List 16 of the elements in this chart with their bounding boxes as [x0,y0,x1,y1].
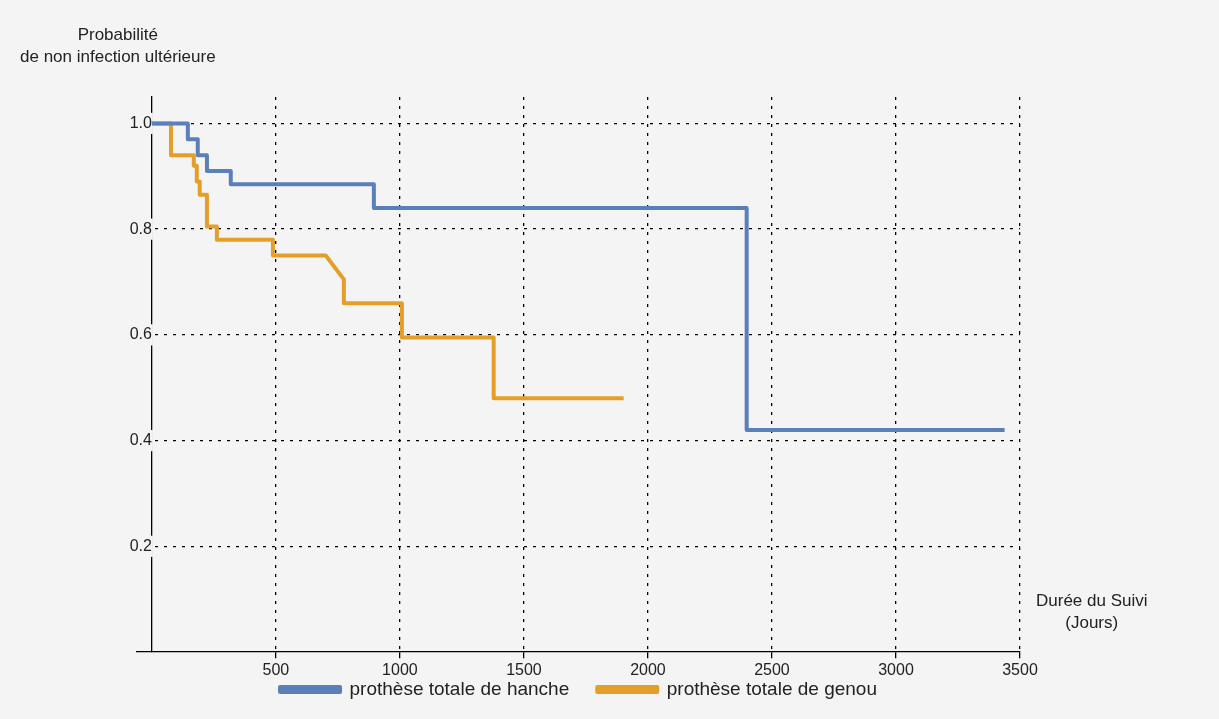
y-axis-title: Probabilité de non infection ultérieure [20,24,216,68]
y-tick-label: 1.0 [129,113,152,131]
y-tick-label: 0.8 [129,219,152,237]
legend-label: prothèse totale de hanche [349,677,570,699]
x-tick-label: 1000 [382,661,418,679]
x-tick-label: 1500 [506,661,542,679]
x-tick-label: 500 [262,661,290,679]
y-tick-label: 0.4 [129,430,152,448]
y-tick-label: 0.2 [129,536,152,554]
x-axis-title: Durée du Suivi (Jours) [1036,590,1148,634]
legend-label: prothèse totale de genou [666,677,877,699]
x-tick-label: 2000 [630,661,666,679]
y-tick-label: 0.6 [129,325,152,343]
x-tick-label: 2500 [754,661,790,679]
x-tick-label: 3000 [878,661,914,679]
x-tick-label: 3500 [1002,661,1038,679]
